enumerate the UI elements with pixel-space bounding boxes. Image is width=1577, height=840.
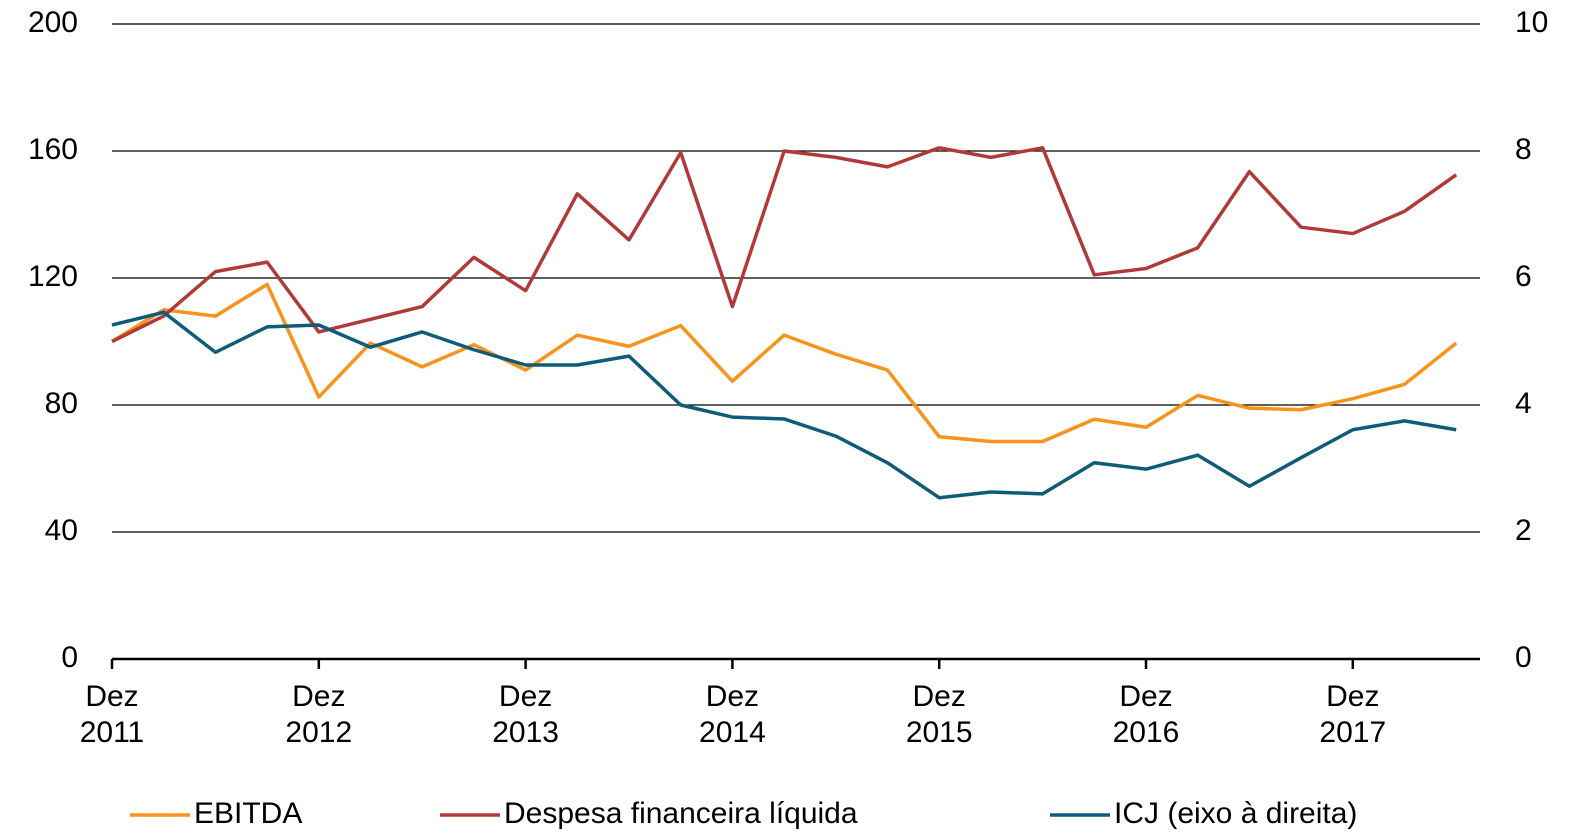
y2-tick-label: 6: [1515, 260, 1532, 293]
y-tick-label: 40: [45, 514, 78, 547]
x-tick-label: Dez 2011: [79, 680, 145, 749]
y-tick-label: 0: [61, 641, 78, 674]
series-line: [111, 282, 1458, 444]
x-tick-label: Dez 2012: [285, 680, 353, 749]
y-tick-label: 160: [28, 133, 78, 166]
legend-label: EBITDA: [194, 797, 302, 830]
x-tick-label: Dez 2013: [492, 680, 559, 749]
y2-tick-label: 2: [1515, 514, 1532, 547]
x-tick-label: Dez 2017: [1319, 680, 1387, 749]
x-tick-label: Dez 2015: [905, 680, 973, 749]
y2-tick-label: 10: [1515, 6, 1548, 39]
y2-tick-label: 0: [1515, 641, 1532, 674]
y2-tick-label: 4: [1515, 387, 1532, 420]
x-tick-label: Dez 2016: [1112, 680, 1180, 749]
y-tick-label: 200: [28, 6, 78, 39]
y-tick-label: 120: [28, 260, 78, 293]
y-tick-label: 80: [45, 387, 78, 420]
series-line: [111, 146, 1458, 344]
legend-label: Despesa financeira líquida: [504, 797, 858, 830]
legend-label: ICJ (eixo à direita): [1114, 797, 1357, 830]
y2-tick-label: 8: [1515, 133, 1532, 166]
x-tick-label: Dez 2014: [699, 680, 766, 749]
series-line: [111, 310, 1457, 500]
